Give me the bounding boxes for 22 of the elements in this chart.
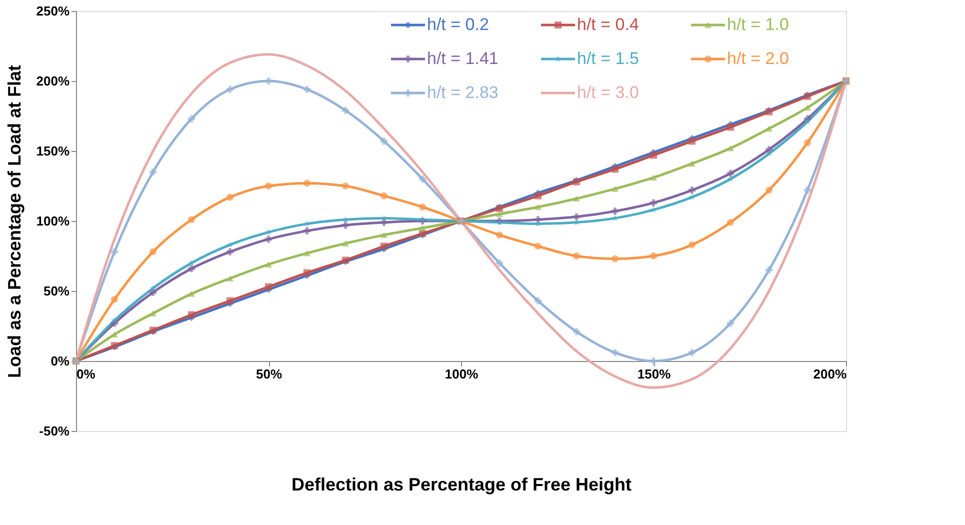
legend-label: h/t = 3.0 xyxy=(577,83,639,102)
y-axis-title: Load as a Percentage of Load at Flat xyxy=(4,64,24,378)
x-tick-label: 50% xyxy=(256,366,282,382)
legend-label: h/t = 1.0 xyxy=(727,15,789,34)
x-tick-label: 100% xyxy=(444,366,479,382)
y-tick-label: 150% xyxy=(36,144,70,158)
legend-label: h/t = 2.0 xyxy=(727,49,789,68)
x-axis-title: Deflection as Percentage of Free Height xyxy=(291,474,632,494)
x-tick-label: 200% xyxy=(813,366,847,382)
y-tick-label: -50% xyxy=(39,424,70,438)
legend-label: h/t = 1.5 xyxy=(577,49,639,68)
legend-label: h/t = 2.83 xyxy=(427,83,498,102)
x-tick-label: 150% xyxy=(637,366,672,382)
x-tick-label: 0% xyxy=(76,366,96,382)
y-tick-label: 200% xyxy=(36,74,70,88)
legend-label: h/t = 0.4 xyxy=(577,15,639,34)
y-tick-label: 50% xyxy=(43,284,70,298)
y-tick-label: 100% xyxy=(36,214,70,228)
y-tick-label: 0% xyxy=(50,354,70,368)
legend-label: h/t = 0.2 xyxy=(427,15,489,34)
y-tick-label: 250% xyxy=(36,4,70,18)
legend-label: h/t = 1.41 xyxy=(427,49,498,68)
